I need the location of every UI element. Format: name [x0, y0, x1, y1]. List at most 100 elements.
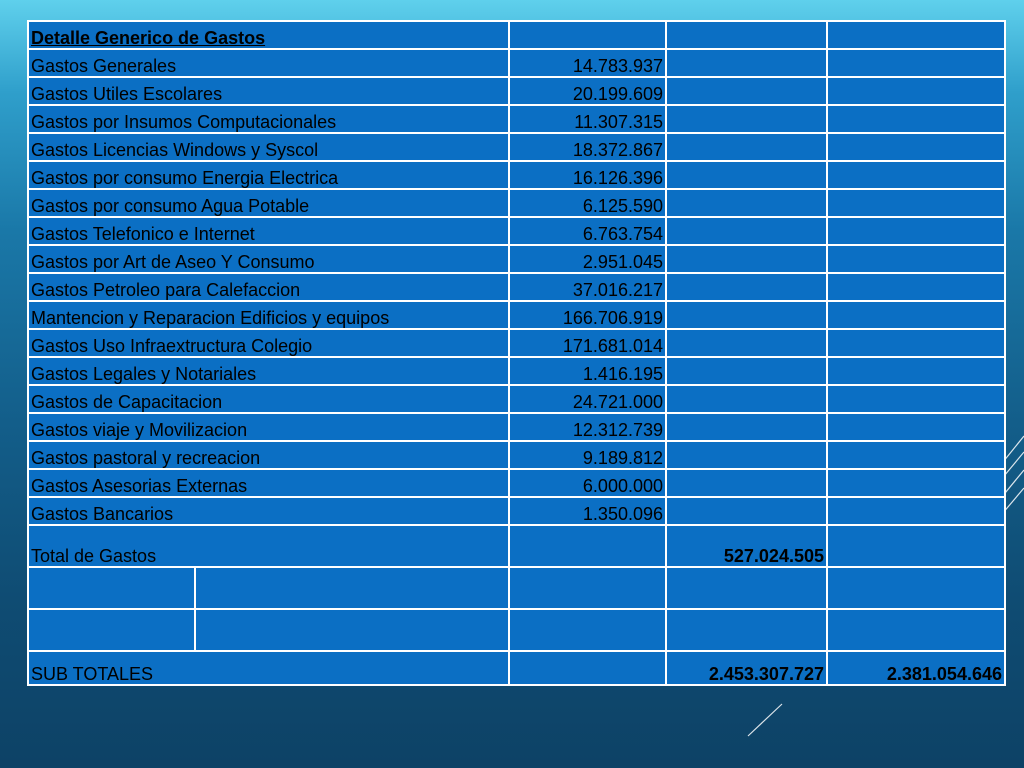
- table-row: Gastos por consumo Energia Electrica 16.1…: [27, 160, 1006, 190]
- empty-cell: [665, 132, 828, 162]
- expense-label: Gastos de Capacitacion: [27, 384, 510, 414]
- empty-cell: [826, 160, 1006, 190]
- table-row: Gastos Uso Infraextructura Colegio 171.68…: [27, 328, 1006, 358]
- empty-cell: [508, 20, 667, 50]
- empty-cell: [665, 216, 828, 246]
- table-row: Gastos viaje y Movilizacion 12.312.739: [27, 412, 1006, 442]
- expense-table: Detalle Generico de Gastos Gastos Genera…: [27, 20, 1006, 686]
- expense-label: Gastos Asesorias Externas: [27, 468, 510, 498]
- expense-amount: 18.372.867: [508, 132, 667, 162]
- expense-label: Gastos viaje y Movilizacion: [27, 412, 510, 442]
- empty-cell: [826, 440, 1006, 470]
- table-heading: Detalle Generico de Gastos: [27, 20, 510, 50]
- empty-cell: [508, 650, 667, 686]
- empty-cell: [665, 468, 828, 498]
- expense-amount: 11.307.315: [508, 104, 667, 134]
- empty-cell: [665, 244, 828, 274]
- expense-amount: 166.706.919: [508, 300, 667, 330]
- expense-label: Gastos por Insumos Computacionales: [27, 104, 510, 134]
- table-row: Mantencion y Reparacion Edificios y equi…: [27, 300, 1006, 330]
- empty-cell: [826, 356, 1006, 386]
- empty-cell: [508, 524, 667, 568]
- expense-table-body: Detalle Generico de Gastos Gastos Genera…: [27, 20, 1006, 686]
- table-row: Gastos por consumo Agua Potable 6.125.590: [27, 188, 1006, 218]
- expense-amount: 9.189.812: [508, 440, 667, 470]
- expense-amount: 1.350.096: [508, 496, 667, 526]
- blank-row: [27, 608, 1006, 652]
- empty-cell: [826, 496, 1006, 526]
- empty-cell: [665, 328, 828, 358]
- empty-cell: [826, 608, 1006, 652]
- empty-cell: [826, 244, 1006, 274]
- expense-amount: 20.199.609: [508, 76, 667, 106]
- expense-amount: 6.763.754: [508, 216, 667, 246]
- table-row: Gastos Petroleo para Calefaccion 37.016.2…: [27, 272, 1006, 302]
- total-label: Total de Gastos: [27, 524, 510, 568]
- empty-cell: [194, 608, 510, 652]
- table-row: Gastos por Insumos Computacionales 11.307…: [27, 104, 1006, 134]
- subtotal-value-1: 2.453.307.727: [665, 650, 828, 686]
- table-row: Gastos Telefonico e Internet 6.763.754: [27, 216, 1006, 246]
- subtotal-label: SUB TOTALES: [27, 650, 510, 686]
- empty-cell: [665, 496, 828, 526]
- expense-label: Gastos Utiles Escolares: [27, 76, 510, 106]
- empty-cell: [665, 412, 828, 442]
- empty-cell: [665, 104, 828, 134]
- table-row: Gastos Asesorias Externas 6.000.000: [27, 468, 1006, 498]
- table-row: Gastos Utiles Escolares 20.199.609: [27, 76, 1006, 106]
- table-row: Gastos Legales y Notariales 1.416.195: [27, 356, 1006, 386]
- empty-cell: [194, 566, 510, 610]
- expense-label: Gastos por Art de Aseo Y Consumo: [27, 244, 510, 274]
- empty-cell: [826, 20, 1006, 50]
- empty-cell: [665, 300, 828, 330]
- expense-label: Gastos por consumo Agua Potable: [27, 188, 510, 218]
- empty-cell: [665, 160, 828, 190]
- empty-cell: [826, 188, 1006, 218]
- subtotal-value-2: 2.381.054.646: [826, 650, 1006, 686]
- empty-cell: [826, 384, 1006, 414]
- empty-cell: [665, 608, 828, 652]
- expense-amount: 12.312.739: [508, 412, 667, 442]
- expense-amount: 6.000.000: [508, 468, 667, 498]
- empty-cell: [27, 566, 196, 610]
- expense-label: Gastos Petroleo para Calefaccion: [27, 272, 510, 302]
- empty-cell: [826, 328, 1006, 358]
- empty-cell: [665, 384, 828, 414]
- table-row: Gastos de Capacitacion 24.721.000: [27, 384, 1006, 414]
- empty-cell: [826, 300, 1006, 330]
- empty-cell: [665, 188, 828, 218]
- empty-cell: [826, 566, 1006, 610]
- empty-cell: [665, 48, 828, 78]
- empty-cell: [826, 76, 1006, 106]
- table-row: Gastos Generales 14.783.937: [27, 48, 1006, 78]
- empty-cell: [826, 216, 1006, 246]
- empty-cell: [665, 76, 828, 106]
- expense-label: Gastos por consumo Energia Electrica: [27, 160, 510, 190]
- expense-label: Gastos Legales y Notariales: [27, 356, 510, 386]
- empty-cell: [826, 412, 1006, 442]
- empty-cell: [508, 566, 667, 610]
- empty-cell: [508, 608, 667, 652]
- expense-label: Gastos Bancarios: [27, 496, 510, 526]
- expense-label: Gastos Uso Infraextructura Colegio: [27, 328, 510, 358]
- empty-cell: [665, 440, 828, 470]
- expense-label: Gastos Telefonico e Internet: [27, 216, 510, 246]
- table-row: Gastos Licencias Windows y Syscol 18.372.…: [27, 132, 1006, 162]
- empty-cell: [826, 48, 1006, 78]
- empty-cell: [665, 356, 828, 386]
- empty-cell: [27, 608, 196, 652]
- blank-row: [27, 566, 1006, 610]
- empty-cell: [665, 20, 828, 50]
- heading-row: Detalle Generico de Gastos: [27, 20, 1006, 50]
- expense-amount: 37.016.217: [508, 272, 667, 302]
- expense-amount: 6.125.590: [508, 188, 667, 218]
- empty-cell: [826, 132, 1006, 162]
- expense-label: Gastos Generales: [27, 48, 510, 78]
- empty-cell: [826, 272, 1006, 302]
- total-row: Total de Gastos 527.024.505: [27, 524, 1006, 568]
- expense-amount: 14.783.937: [508, 48, 667, 78]
- expense-label: Gastos pastoral y recreacion: [27, 440, 510, 470]
- empty-cell: [826, 104, 1006, 134]
- empty-cell: [826, 524, 1006, 568]
- empty-cell: [826, 468, 1006, 498]
